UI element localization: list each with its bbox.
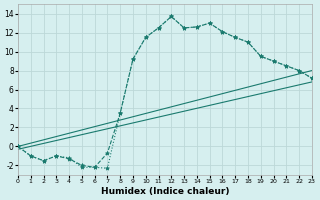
- X-axis label: Humidex (Indice chaleur): Humidex (Indice chaleur): [101, 187, 229, 196]
